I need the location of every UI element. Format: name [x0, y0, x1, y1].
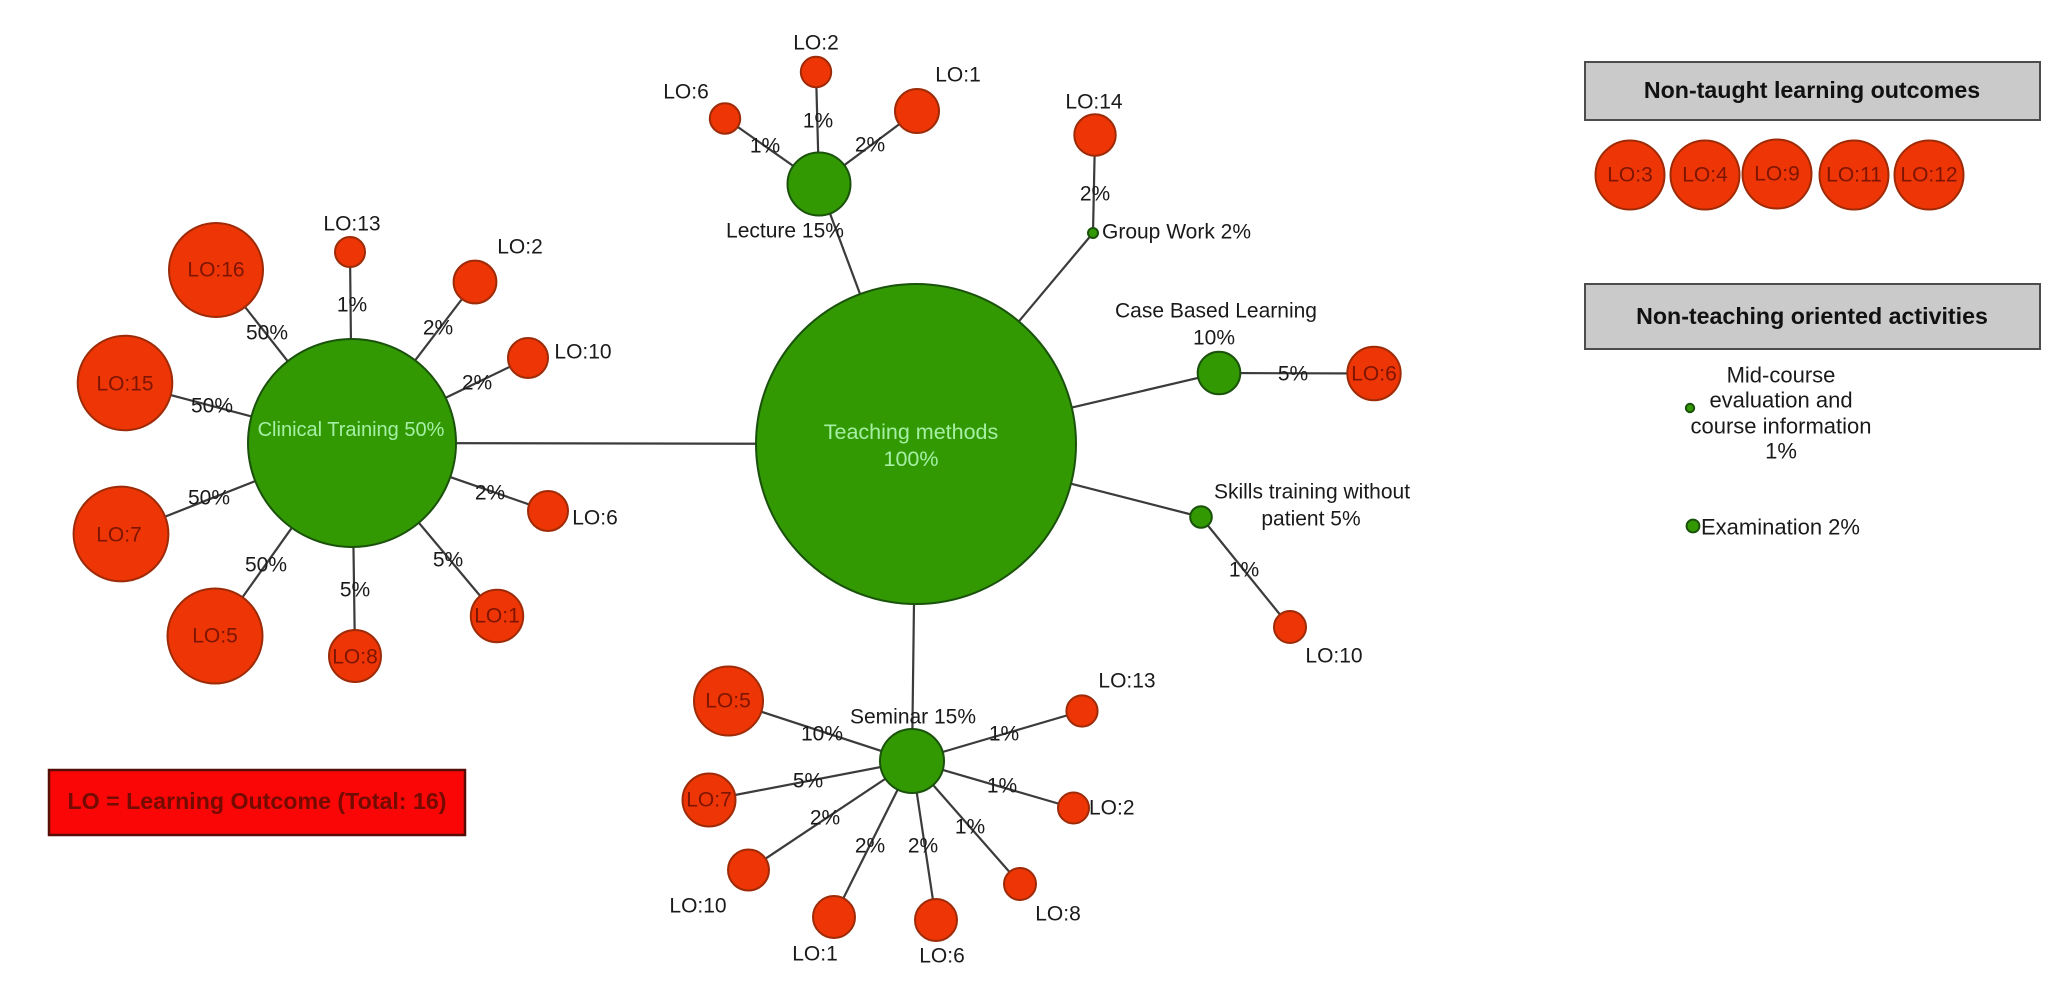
- svg-text:patient 5%: patient 5%: [1261, 508, 1360, 531]
- svg-text:LO:11: LO:11: [1826, 164, 1882, 187]
- svg-text:LO:8: LO:8: [332, 646, 378, 669]
- svg-text:Non-teaching oriented activiti: Non-teaching oriented activities: [1636, 303, 1988, 329]
- svg-text:Examination 2%: Examination 2%: [1701, 515, 1860, 540]
- svg-text:LO:5: LO:5: [192, 625, 238, 648]
- svg-text:LO:1: LO:1: [474, 605, 520, 628]
- svg-text:Teaching methods: Teaching methods: [824, 420, 999, 444]
- svg-text:Mid-course: Mid-course: [1727, 363, 1836, 388]
- svg-text:LO:10: LO:10: [669, 895, 726, 918]
- svg-text:Lecture 15%: Lecture 15%: [726, 220, 844, 243]
- svg-text:2%: 2%: [855, 134, 885, 157]
- svg-text:LO:14: LO:14: [1065, 91, 1123, 114]
- svg-text:10%: 10%: [1193, 327, 1235, 350]
- svg-text:LO:2: LO:2: [793, 32, 839, 55]
- svg-text:LO:6: LO:6: [919, 945, 965, 968]
- svg-text:LO:15: LO:15: [96, 373, 153, 396]
- svg-text:1%: 1%: [989, 723, 1019, 746]
- svg-text:Case Based Learning: Case Based Learning: [1115, 300, 1317, 323]
- svg-text:LO:10: LO:10: [554, 341, 611, 364]
- svg-text:LO:12: LO:12: [1900, 164, 1957, 187]
- svg-text:2%: 2%: [475, 482, 505, 505]
- svg-text:LO:6: LO:6: [663, 81, 709, 104]
- svg-text:LO = Learning Outcome (Total:: LO = Learning Outcome (Total: 16): [68, 788, 447, 814]
- svg-text:LO:13: LO:13: [323, 213, 380, 236]
- svg-text:2%: 2%: [908, 835, 938, 858]
- svg-text:LO:8: LO:8: [1035, 903, 1081, 926]
- svg-text:50%: 50%: [246, 322, 288, 345]
- svg-text:LO:1: LO:1: [792, 943, 838, 966]
- svg-text:course information: course information: [1691, 414, 1872, 439]
- svg-text:50%: 50%: [191, 395, 233, 418]
- svg-text:10%: 10%: [801, 723, 843, 746]
- svg-text:LO:3: LO:3: [1607, 164, 1653, 187]
- svg-text:50%: 50%: [188, 487, 230, 510]
- svg-text:LO:7: LO:7: [96, 524, 142, 547]
- svg-text:1%: 1%: [955, 816, 985, 839]
- svg-text:LO:5: LO:5: [705, 690, 751, 713]
- svg-text:Skills training without: Skills training without: [1214, 481, 1410, 504]
- svg-text:5%: 5%: [340, 579, 370, 602]
- svg-text:LO:2: LO:2: [1089, 797, 1135, 820]
- svg-text:LO:13: LO:13: [1098, 670, 1155, 693]
- svg-text:2%: 2%: [810, 807, 840, 830]
- svg-text:Non-taught learning outcomes: Non-taught learning outcomes: [1644, 77, 1980, 103]
- svg-text:LO:2: LO:2: [497, 236, 543, 259]
- svg-text:1%: 1%: [1229, 559, 1259, 582]
- svg-text:LO:6: LO:6: [572, 507, 618, 530]
- svg-text:Seminar 15%: Seminar 15%: [850, 706, 976, 729]
- svg-text:LO:7: LO:7: [686, 789, 732, 812]
- svg-text:2%: 2%: [1080, 183, 1110, 206]
- svg-text:5%: 5%: [793, 770, 823, 793]
- svg-text:LO:9: LO:9: [1754, 163, 1800, 186]
- svg-text:LO:16: LO:16: [187, 259, 244, 282]
- svg-text:evaluation and: evaluation and: [1709, 388, 1852, 413]
- svg-text:1%: 1%: [987, 775, 1017, 798]
- svg-text:LO:10: LO:10: [1305, 645, 1362, 668]
- svg-text:50%: 50%: [245, 554, 287, 577]
- svg-text:2%: 2%: [423, 317, 453, 340]
- svg-text:1%: 1%: [750, 135, 780, 158]
- svg-text:LO:4: LO:4: [1682, 164, 1728, 187]
- svg-text:100%: 100%: [884, 447, 939, 471]
- svg-text:Clinical Training 50%: Clinical Training 50%: [258, 419, 445, 441]
- svg-text:5%: 5%: [433, 549, 463, 572]
- svg-text:1%: 1%: [1765, 439, 1797, 464]
- svg-text:LO:1: LO:1: [935, 64, 981, 87]
- svg-text:1%: 1%: [337, 294, 367, 317]
- svg-text:2%: 2%: [855, 835, 885, 858]
- svg-text:Group Work 2%: Group Work 2%: [1102, 221, 1251, 244]
- svg-text:2%: 2%: [462, 372, 492, 395]
- svg-text:1%: 1%: [803, 110, 833, 133]
- svg-text:5%: 5%: [1278, 363, 1308, 386]
- svg-text:LO:6: LO:6: [1351, 363, 1397, 386]
